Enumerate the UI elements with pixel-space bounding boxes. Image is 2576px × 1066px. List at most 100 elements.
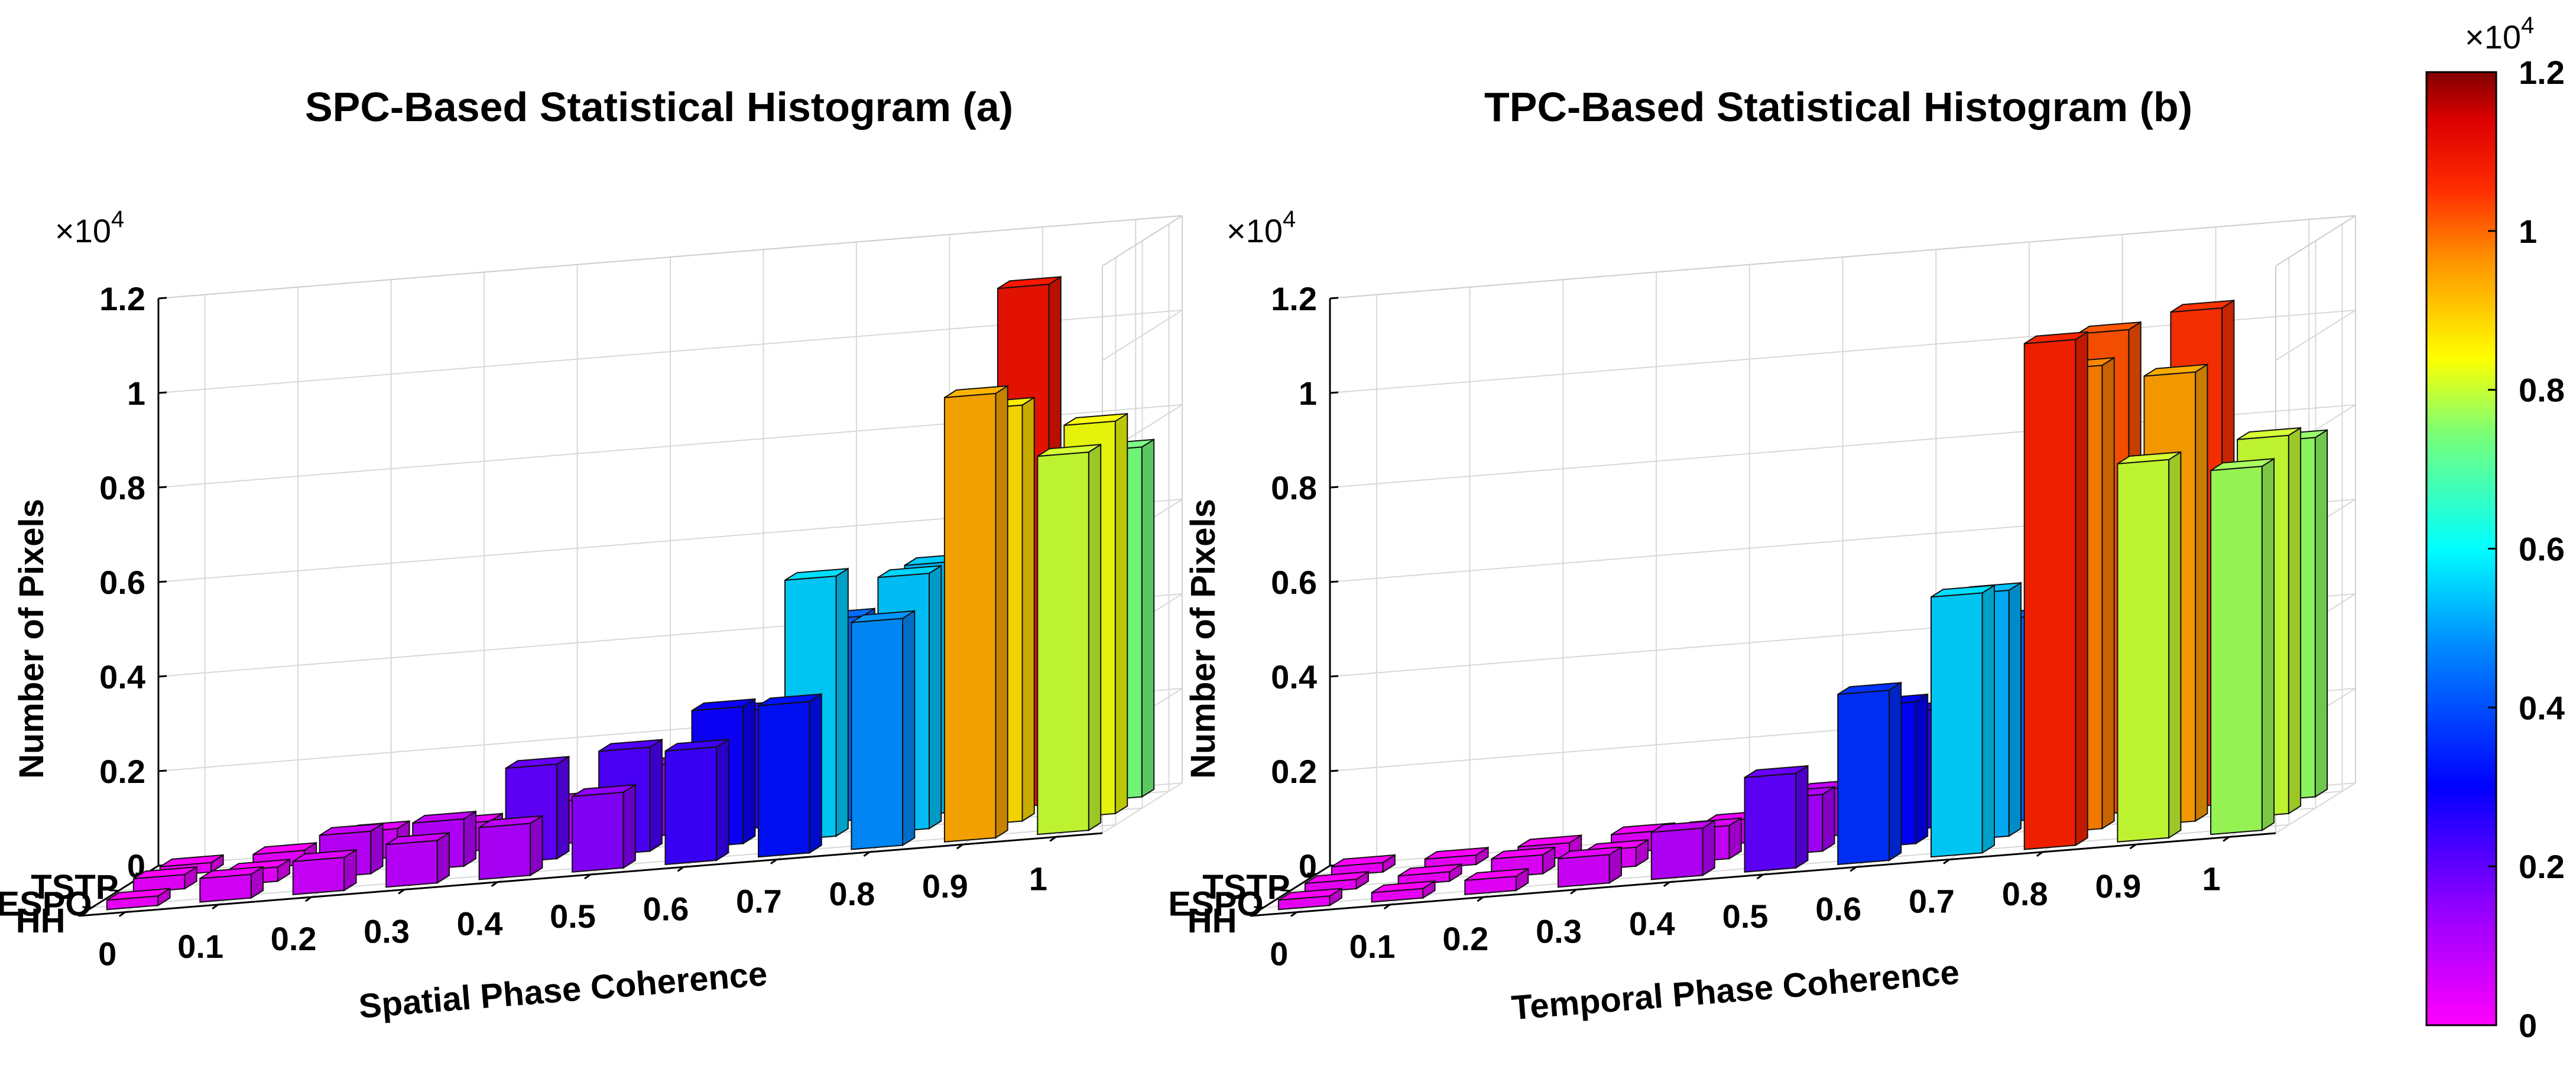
colorbar-tick-label: 0.2 (2519, 848, 2565, 885)
bars (1277, 299, 2328, 911)
bar-top-face (1744, 765, 1809, 778)
x-axis-label: Spatial Phase Coherence (357, 954, 768, 1026)
bar-top-face (784, 568, 849, 581)
bar-front-face (1037, 451, 1089, 836)
x-tick (1850, 866, 1857, 872)
x-tick-label: 0 (98, 935, 116, 973)
bar (943, 385, 1008, 843)
bar-side-face (716, 738, 729, 862)
z-tick-label: 0.6 (1271, 564, 1317, 601)
x-tick-labels: 0 0.1 0.2 0.3 0.4 0.5 0.6 0.7 0.8 0.9 1 (1270, 836, 2230, 973)
bar-side-face (556, 755, 570, 860)
bar-side-face (995, 385, 1008, 839)
bar-side-face (1702, 819, 1715, 877)
bar-top-face (319, 823, 384, 836)
x-tick (398, 889, 405, 895)
bar-side-face (1795, 765, 1809, 869)
series-label: ESPO (0, 885, 92, 924)
x-tick (2036, 851, 2043, 857)
box-edge (158, 215, 1183, 299)
bar-front-face (385, 840, 438, 888)
bar (1304, 870, 1369, 894)
bar-top-face (997, 276, 1062, 290)
bar-side-face (463, 810, 476, 867)
z-tick-label: 0.2 (99, 753, 145, 790)
x-tick-label: 0 (1270, 935, 1288, 973)
series-tick (1254, 906, 1264, 909)
bar-top-face (2170, 300, 2234, 313)
chart-title: TPC-Based Statistical Histogram (b) (1484, 84, 2192, 130)
bar-side-face (1088, 443, 1102, 831)
colorbar-tick-label: 0.8 (2519, 372, 2565, 409)
bar-top-face (2237, 427, 2301, 440)
bar-side-face (742, 698, 756, 845)
colorbar-tick-label: 1 (2519, 213, 2537, 250)
bar-top-face (1305, 871, 1369, 884)
bar-top-face (479, 815, 543, 828)
bar-side-face (1021, 396, 1035, 823)
bar (1371, 880, 1436, 903)
box-edge (2275, 215, 2356, 266)
bar-top-face (1837, 682, 1902, 695)
bar-top-face (598, 739, 663, 752)
z-tick-label: 0.8 (1271, 469, 1317, 506)
bar-top-face (1491, 846, 1555, 860)
bar (106, 887, 171, 911)
bar-top-face (1558, 846, 1622, 860)
bar-top-face (412, 811, 476, 824)
bar-top-face (1464, 868, 1529, 881)
z-tick-label: 0.4 (1271, 658, 1317, 696)
bar-top-face (252, 842, 317, 855)
x-tick (491, 881, 498, 887)
bar-top-face (1371, 880, 1436, 893)
z-tick (158, 580, 167, 583)
bar-side-face (622, 784, 636, 869)
series-label: HH (1188, 902, 1237, 940)
z-tick-labels: 00.20.40.60.811.2 (99, 280, 167, 885)
bar-side-face (1889, 681, 1902, 862)
bar (1331, 854, 1396, 877)
x-tick (2223, 836, 2230, 842)
colorbar-exponent-power: 4 (2521, 12, 2534, 38)
x-tick-label: 0.2 (1442, 920, 1488, 957)
bar-side-face (1114, 412, 1128, 815)
colorbar-tick-label: 0 (2519, 1007, 2537, 1044)
x-axis-label: Temporal Phase Coherence (1510, 953, 1961, 1028)
series-tick (1307, 872, 1317, 875)
chart-title: SPC-Based Statistical Histogram (a) (305, 84, 1013, 130)
bar-top-face (758, 693, 822, 707)
bar-top-face (877, 565, 942, 578)
x-tick-label: 0.6 (643, 890, 689, 927)
x-tick (770, 859, 777, 864)
colorbar-tick-label: 0.6 (2519, 531, 2565, 568)
x-tick (1663, 881, 1670, 887)
series-tick (1280, 889, 1290, 892)
z-exponent-power: 4 (111, 206, 124, 232)
z-tick (1329, 675, 1339, 678)
bar (199, 866, 264, 903)
bar-side-face (2261, 457, 2275, 831)
bar-top-face (1037, 444, 1101, 457)
x-tick (956, 843, 963, 850)
bar-top-face (1331, 854, 1396, 867)
bar-top-face (2077, 321, 2142, 334)
bar-top-face (2210, 458, 2275, 472)
x-tick (118, 911, 126, 917)
x-tick-label: 0.4 (457, 905, 503, 942)
bar-side-face (835, 567, 849, 837)
bar-top-face (572, 784, 636, 797)
bar-front-face (199, 873, 252, 903)
x-tick (1290, 911, 1297, 917)
x-tick-label: 0.9 (2095, 867, 2141, 905)
bar (132, 866, 197, 894)
x-tick (2129, 843, 2137, 850)
bar-front-face (2023, 339, 2077, 850)
bar-side-face (649, 738, 663, 853)
colorbar-tick-label: 1.2 (2519, 54, 2565, 91)
bar-front-face (2210, 466, 2263, 836)
z-tick (1329, 486, 1339, 489)
bar-front-face (851, 618, 903, 850)
z-axis-label: Number of Pixels (12, 499, 51, 779)
